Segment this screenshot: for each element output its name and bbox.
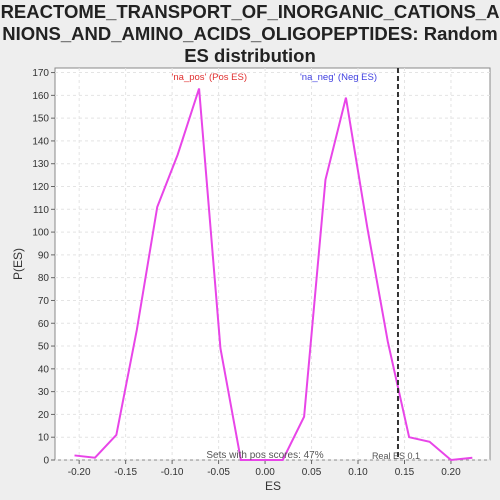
y-tick-label: 90	[38, 250, 50, 261]
x-tick-label: -0.20	[68, 467, 91, 478]
plot-area	[54, 67, 491, 461]
y-tick-label: 70	[38, 296, 50, 307]
y-tick-label: 30	[38, 387, 50, 398]
y-tick-label: 160	[32, 91, 49, 102]
annotation: 'na_pos' (Pos ES)	[172, 72, 247, 83]
y-tick-label: 140	[32, 136, 49, 147]
x-tick-label: -0.10	[161, 467, 184, 478]
chart-title: REACTOME_TRANSPORT_OF_INORGANIC_CATIONS_…	[0, 1, 500, 66]
y-tick-label: 0	[43, 456, 49, 467]
y-axis-label: P(ES)	[11, 248, 25, 280]
x-tick-label: 0.20	[441, 467, 461, 478]
x-tick-label: 0.10	[348, 467, 368, 478]
y-tick-label: 10	[38, 433, 50, 444]
y-tick-label: 50	[38, 342, 50, 353]
y-tick-label: 110	[33, 205, 49, 216]
y-tick-label: 120	[32, 182, 49, 193]
y-tick-label: 20	[38, 410, 50, 421]
y-tick-label: 170	[32, 68, 49, 79]
x-tick-label: -0.05	[207, 467, 230, 478]
y-tick-label: 40	[38, 364, 50, 375]
y-tick-label: 60	[38, 319, 50, 330]
x-tick-label: 0.15	[395, 467, 415, 478]
annotation: 'na_neg' (Neg ES)	[300, 72, 377, 83]
y-tick-label: 150	[32, 114, 49, 125]
y-tick-label: 130	[32, 159, 49, 170]
x-tick-label: 0.00	[255, 467, 275, 478]
x-tick-label: -0.15	[114, 467, 137, 478]
footer-note: Sets with pos scores: 47%	[206, 450, 323, 461]
x-tick-label: 0.05	[302, 467, 322, 478]
real-es-label: Real ES 0.1	[372, 451, 420, 461]
line-series	[74, 88, 473, 462]
y-tick-label: 100	[32, 228, 49, 239]
x-axis-label: ES	[265, 479, 281, 493]
y-tick-label: 80	[38, 273, 50, 284]
